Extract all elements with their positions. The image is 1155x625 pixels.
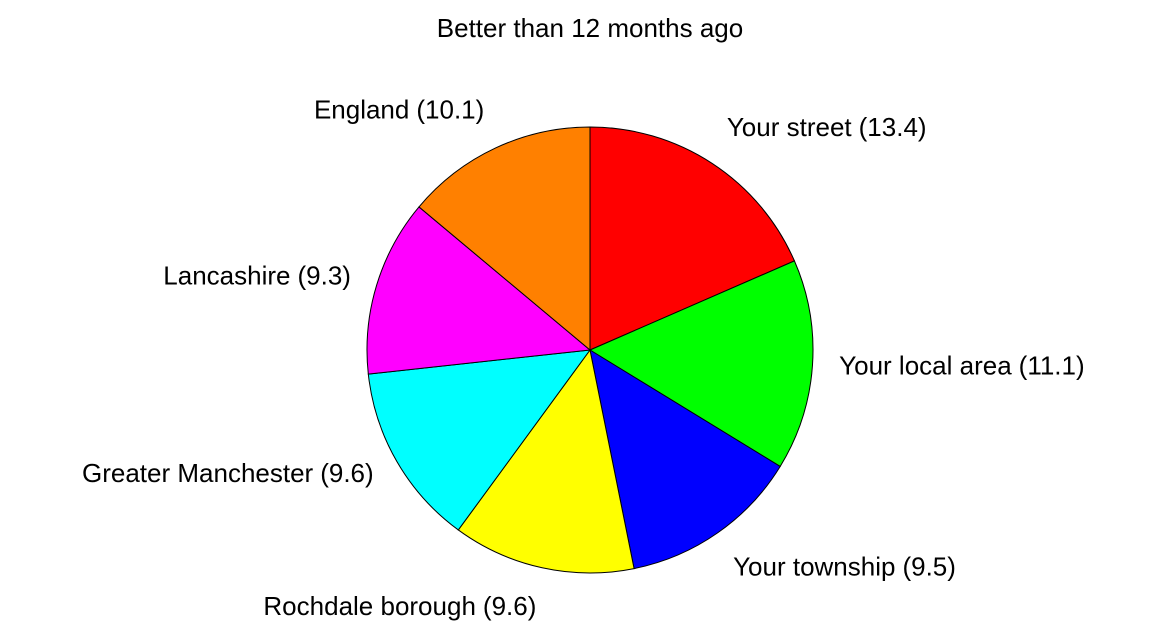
pie-slice: [457, 348, 635, 574]
chart-title: Better than 12 months ago: [437, 13, 743, 43]
slice-label: Lancashire (9.3): [163, 260, 351, 290]
slice-label-value: (10.1): [416, 95, 484, 125]
pie-slice: [588, 260, 814, 468]
slice-label-value: (13.4): [859, 112, 927, 142]
slice-label: England (10.1): [314, 95, 484, 125]
slice-label-name: Your local area: [839, 350, 1012, 380]
slice-label-name: Your township: [733, 552, 895, 582]
pie-slice: [367, 349, 592, 531]
slice-label: Your local area (11.1): [839, 350, 1085, 380]
slice-label: Greater Manchester (9.6): [82, 458, 374, 488]
slice-label-name: England: [314, 95, 409, 125]
slice-label-value: (9.5): [902, 552, 955, 582]
slice-label-name: Your street: [727, 112, 853, 142]
slice-label-name: Lancashire: [163, 260, 290, 290]
slice-label: Your township (9.5): [733, 552, 956, 582]
pie-slice: [589, 126, 796, 351]
pie-slice: [589, 348, 781, 570]
slice-label-value: (9.6): [320, 458, 373, 488]
pie-slice: [418, 126, 591, 352]
slice-label: Your street (13.4): [727, 112, 927, 142]
slice-label: Rochdale borough (9.6): [263, 591, 536, 621]
pie-slice: [366, 206, 592, 375]
slice-label-name: Greater Manchester: [82, 458, 314, 488]
slice-label-value: (9.6): [483, 591, 536, 621]
slice-label-value: (9.3): [298, 260, 351, 290]
slice-label-name: Rochdale borough: [263, 591, 476, 621]
slice-label-value: (11.1): [1019, 350, 1085, 380]
